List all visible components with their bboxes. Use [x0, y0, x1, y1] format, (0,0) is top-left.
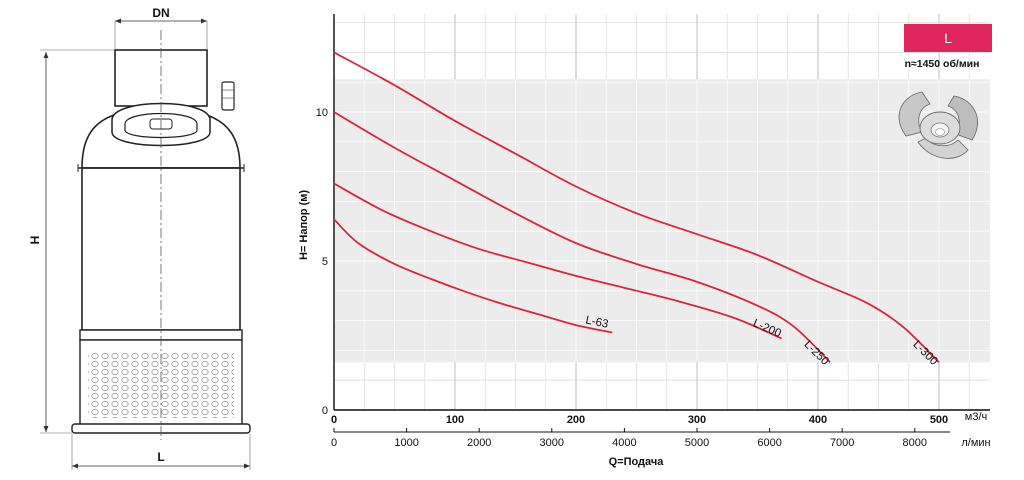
x2-axis-unit: л/мин: [961, 437, 990, 449]
y-tick-label: 10: [316, 107, 328, 119]
series-line-l-63: [333, 218, 613, 334]
h-label: H: [28, 236, 42, 245]
x2-tick-label: 2000: [467, 437, 491, 449]
x2-tick-label: 6000: [757, 437, 781, 449]
axes: [333, 14, 990, 433]
grid-overlay: [333, 79, 990, 363]
dn-arrow-right: [201, 18, 207, 24]
x-tick-label: 500: [930, 414, 948, 426]
x2-tick-label: 1000: [394, 437, 418, 449]
x2-tick-label: 0: [331, 437, 337, 449]
series-badge: [904, 24, 992, 52]
dn-arrow-left: [115, 18, 121, 24]
x2-tick-label: 5000: [685, 437, 709, 449]
y-tick-label: 0: [322, 405, 328, 417]
y-axis-label: H= Напор (м): [298, 190, 310, 260]
x-tick-label: 400: [809, 414, 827, 426]
series-label-l-63: L-63: [584, 314, 609, 330]
x-tick-label: 100: [446, 414, 464, 426]
dn-label: DN: [152, 6, 169, 20]
series-line-l-200: [333, 182, 783, 340]
x2-tick-label: 8000: [903, 437, 927, 449]
x2-tick-label: 4000: [612, 437, 636, 449]
series-line-l-250: [333, 111, 831, 363]
x2-tick-label: 3000: [540, 437, 564, 449]
x2-tick-label: 7000: [830, 437, 854, 449]
x-tick-label: 300: [688, 414, 706, 426]
pump-drawing: DN H: [28, 6, 251, 470]
speed-note: n≈1450 об/мин: [905, 58, 980, 70]
x-axis-unit: м3/ч: [965, 411, 987, 423]
x-tick-label: 200: [567, 414, 585, 426]
series-badge-label: L: [944, 30, 952, 46]
cable-gland: [221, 81, 235, 111]
x-tick-label: 0: [331, 414, 337, 426]
series-line-l-300: [333, 51, 940, 363]
y-tick-label: 5: [322, 256, 328, 268]
impeller-icon: [898, 91, 978, 159]
l-label: L: [157, 450, 164, 464]
x-axis-label: Q=Подача: [609, 456, 665, 468]
operating-band: [334, 79, 990, 363]
